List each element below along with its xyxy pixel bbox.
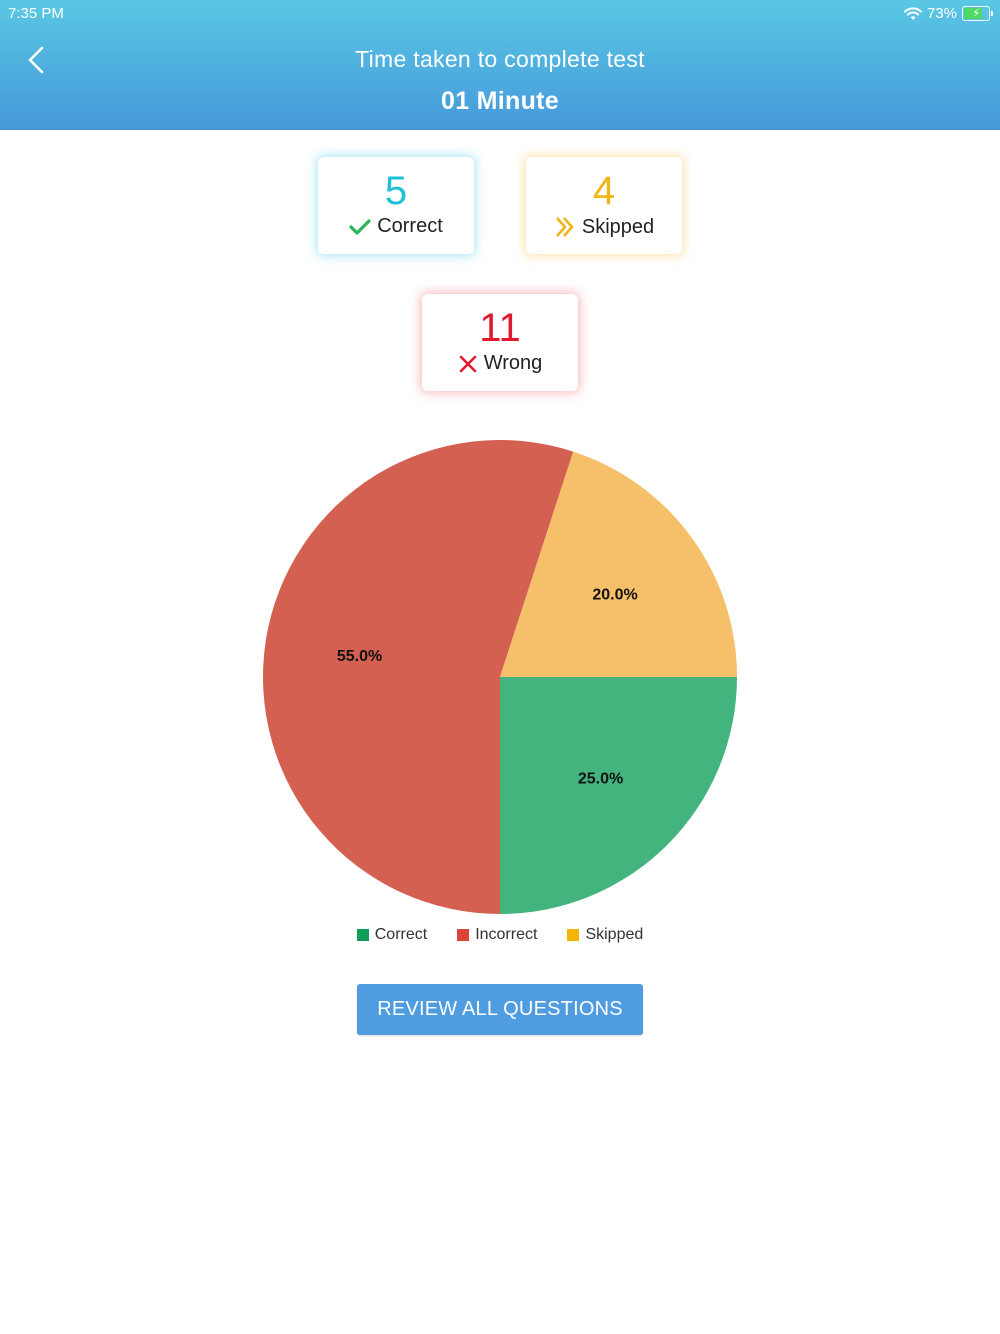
chart-legend: Correct Incorrect Skipped (0, 926, 1000, 944)
legend-swatch (356, 929, 369, 941)
cross-icon (459, 355, 477, 372)
status-time: 7:35 PM (8, 5, 64, 22)
legend-item-correct: Correct (356, 926, 428, 944)
results-pie-chart: 25.0% 55.0% 20.0% (262, 439, 738, 915)
legend-label: Incorrect (475, 926, 538, 943)
pie-label-correct: 25.0% (578, 771, 623, 788)
back-button[interactable] (22, 40, 52, 80)
pie-label-incorrect: 55.0% (337, 648, 382, 665)
battery-percent: 73% (926, 5, 957, 22)
pie-label-skipped: 20.0% (592, 586, 637, 603)
legend-swatch (457, 929, 470, 941)
pie-slice-correct (500, 677, 737, 914)
wifi-icon (903, 6, 922, 20)
correct-label: Correct (377, 215, 443, 237)
wrong-stat-card: 11 Wrong (422, 294, 578, 391)
review-all-questions-button[interactable]: REVIEW ALL QUESTIONS (357, 984, 643, 1035)
status-indicators: 73% ⚡ (903, 5, 993, 22)
correct-stat-card: 5 Correct (318, 157, 474, 254)
time-taken-value: 01 Minute (441, 87, 559, 115)
legend-item-incorrect: Incorrect (457, 926, 537, 944)
pie-slice-incorrect (262, 439, 574, 914)
wrong-count: 11 (479, 306, 521, 350)
skipped-count: 4 (592, 169, 616, 213)
status-bar: 7:35 PM 73% ⚡ (0, 0, 1000, 26)
legend-label: Skipped (585, 926, 644, 943)
page-title: Time taken to complete test (355, 46, 645, 72)
legend-item-skipped: Skipped (567, 926, 643, 944)
header: 7:35 PM 73% ⚡ Time taken to complete tes… (0, 0, 1000, 130)
skipped-stat-card: 4 Skipped (526, 157, 682, 254)
legend-label: Correct (374, 926, 428, 943)
correct-count: 5 (384, 169, 408, 213)
double-chevron-right-icon (555, 217, 574, 237)
skipped-label: Skipped (581, 215, 655, 238)
chevron-left-icon (28, 46, 44, 74)
wrong-label: Wrong (483, 352, 543, 374)
pie-slice-skipped (500, 451, 737, 677)
checkmark-icon (349, 218, 371, 235)
battery-icon: ⚡ (962, 6, 993, 21)
legend-swatch (567, 929, 580, 941)
